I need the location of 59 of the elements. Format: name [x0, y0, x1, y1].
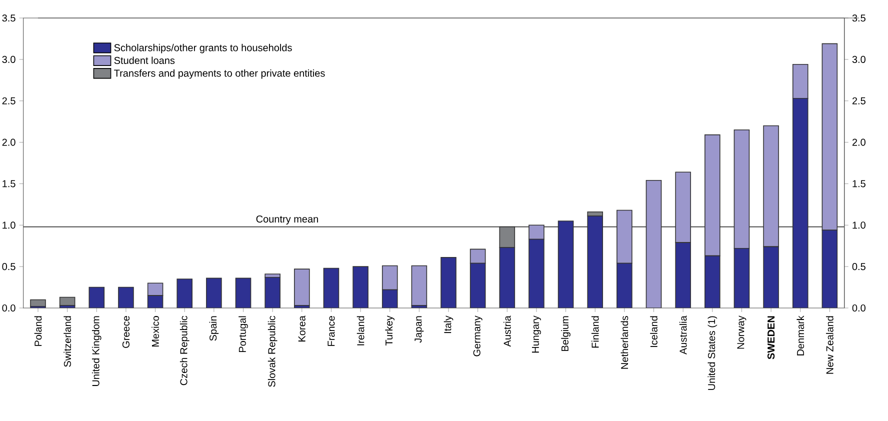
bar: [352, 266, 368, 308]
bar: [118, 286, 134, 308]
x-tick-label: Netherlands: [620, 316, 628, 369]
bar: [235, 278, 252, 308]
bar: [88, 286, 105, 308]
x-tick-label: Ireland: [356, 316, 364, 346]
x-tick-label: United Kingdom: [92, 316, 102, 386]
x-tick-label: Slovak Republic: [268, 316, 278, 387]
x-tick-label: Austria: [503, 316, 511, 347]
y2-tick-label: 0.0: [2, 304, 16, 312]
y-tick-label: 0.5: [852, 263, 866, 270]
x-tick-label: Finland: [591, 316, 599, 348]
x-tick-label: Czech Republic: [180, 316, 190, 386]
legend-label: Scholarships/other grants to households: [114, 44, 292, 54]
y-tick-label: 2.5: [852, 97, 866, 104]
x-tick-label: Norway: [737, 316, 746, 349]
bar: [176, 278, 193, 308]
x-tick-label: Denmark: [796, 316, 804, 356]
x-tick-label: Poland: [34, 316, 42, 346]
bar: [411, 265, 428, 306]
y2-tick-label: 0.5: [2, 263, 16, 270]
x-tick-label: Switzerland: [64, 316, 71, 367]
x-tick-label: Hungary: [532, 316, 541, 353]
x-tick-label: Greece: [122, 316, 130, 348]
y2-tick-label: 2.5: [2, 97, 16, 104]
x-tick-label: United States (1): [708, 316, 718, 390]
x-tick-label: Belgium: [561, 316, 570, 351]
x-tick-label: France: [328, 316, 335, 346]
x-tick-label: Spain: [209, 316, 219, 341]
x-tick-label: Iceland: [650, 316, 658, 347]
x-tick-label: Germany: [473, 316, 482, 356]
x-tick-label: SWEDEN: [768, 316, 775, 360]
y-tick-label: 2.0: [852, 138, 866, 146]
bar: [440, 257, 456, 308]
legend-label: Transfers and payments to other private entities: [114, 69, 325, 79]
bar: [294, 268, 310, 306]
y-tick-label: 3.0: [852, 56, 866, 63]
x-tick-label: Turkey: [385, 316, 395, 346]
bar: [264, 276, 280, 308]
x-tick-label: New Zealand: [826, 316, 834, 374]
y2-tick-label: 3.0: [2, 56, 16, 63]
y2-tick-label: 3.5: [2, 14, 16, 22]
x-tick-label: Mexico: [152, 316, 159, 346]
x-tick-label: Korea: [298, 316, 306, 342]
x-tick-label: Portugal: [238, 316, 248, 352]
y-tick-label: 1.5: [852, 180, 866, 188]
ref-line-label: Country mean: [256, 215, 318, 225]
y2-tick-label: 1.5: [2, 180, 16, 188]
y2-tick-label: 2.0: [2, 138, 16, 146]
bar: [323, 268, 340, 308]
y-tick-label: 0.0: [852, 304, 866, 312]
legend-label: Student loans: [114, 56, 175, 64]
y-tick-label: 1.0: [852, 222, 866, 229]
x-tick-label: Australia: [679, 316, 687, 354]
y-tick-label: 3.5: [852, 14, 866, 22]
x-tick-label: Japan: [414, 316, 424, 343]
y2-tick-label: 1.0: [2, 222, 16, 229]
bar: [206, 278, 222, 308]
x-tick-label: Italy: [444, 316, 454, 334]
